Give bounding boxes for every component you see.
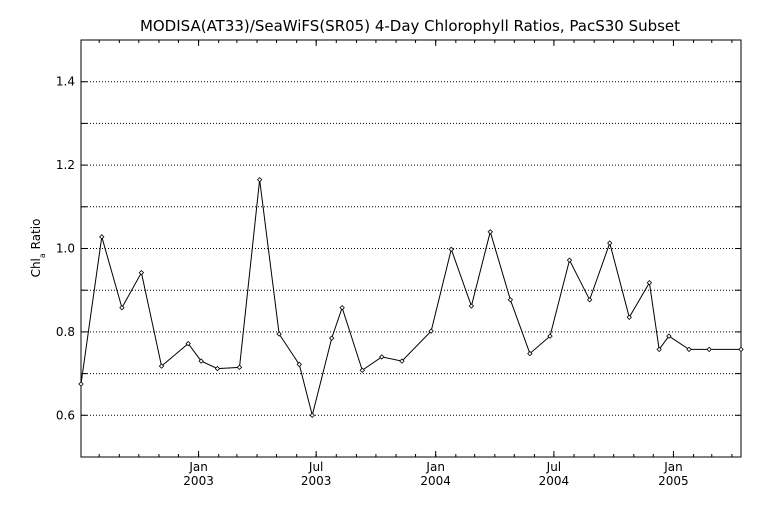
data-point [185,340,191,347]
data-point [138,269,145,276]
data-point [527,350,533,357]
data-point [547,333,553,339]
chart-title: MODISA(AT33)/SeaWiFS(SR05) 4-Day Chlorop… [140,17,680,35]
y-tick-label: 0.6 [56,408,75,422]
axis-ticks: 0.60.81.01.21.4Jan2003Jul2003Jan2004Jul2… [56,40,741,488]
y-tick-label: 0.8 [56,325,75,339]
data-point [399,358,405,364]
data-point [296,361,302,368]
x-tick-label-month: Jul [308,460,323,474]
x-tick-label-year: 2004 [539,474,570,488]
data-point [214,365,221,372]
data-point [666,333,672,339]
data-point [656,346,662,353]
data-point [646,280,653,286]
y-axis-label-sub: a [38,253,47,258]
y-axis-label: Chla Ratio [29,219,47,278]
x-tick-label-year: 2003 [301,474,332,488]
data-point [198,358,204,364]
x-tick-label-month: Jan [663,460,683,474]
x-tick-label-year: 2005 [658,474,689,488]
data-point [99,234,105,240]
data-point [738,346,744,353]
data-point [309,412,315,418]
x-tick-label-month: Jul [546,460,561,474]
y-tick-label: 1.2 [56,158,75,172]
data-point [158,363,165,369]
data-point [626,314,632,320]
data-point [706,346,712,353]
data-point [566,257,573,263]
x-tick-label-month: Jan [425,460,445,474]
data-point [236,364,243,371]
data-point [256,177,263,183]
grid-lines [81,81,741,416]
y-tick-label: 1.0 [56,242,75,256]
series-line [80,179,741,416]
y-axis-label-main: Chl [29,258,43,277]
x-tick-label-year: 2004 [420,474,451,488]
data-point [379,354,385,360]
data-point [507,297,514,303]
series-layer [78,177,744,418]
data-point [448,246,454,253]
data-point [607,240,613,246]
data-point [339,305,345,311]
data-point [78,381,84,387]
data-point [487,229,493,235]
data-point [686,346,692,353]
data-point [468,303,475,309]
data-point [428,328,434,334]
data-point [329,335,335,341]
y-tick-label: 1.4 [56,75,75,89]
data-point [119,305,125,311]
data-point [359,367,365,373]
x-tick-label-year: 2003 [183,474,214,488]
x-tick-label-month: Jan [188,460,208,474]
data-point [276,331,282,337]
y-axis-label-rest: Ratio [29,219,43,254]
data-point [586,297,593,303]
